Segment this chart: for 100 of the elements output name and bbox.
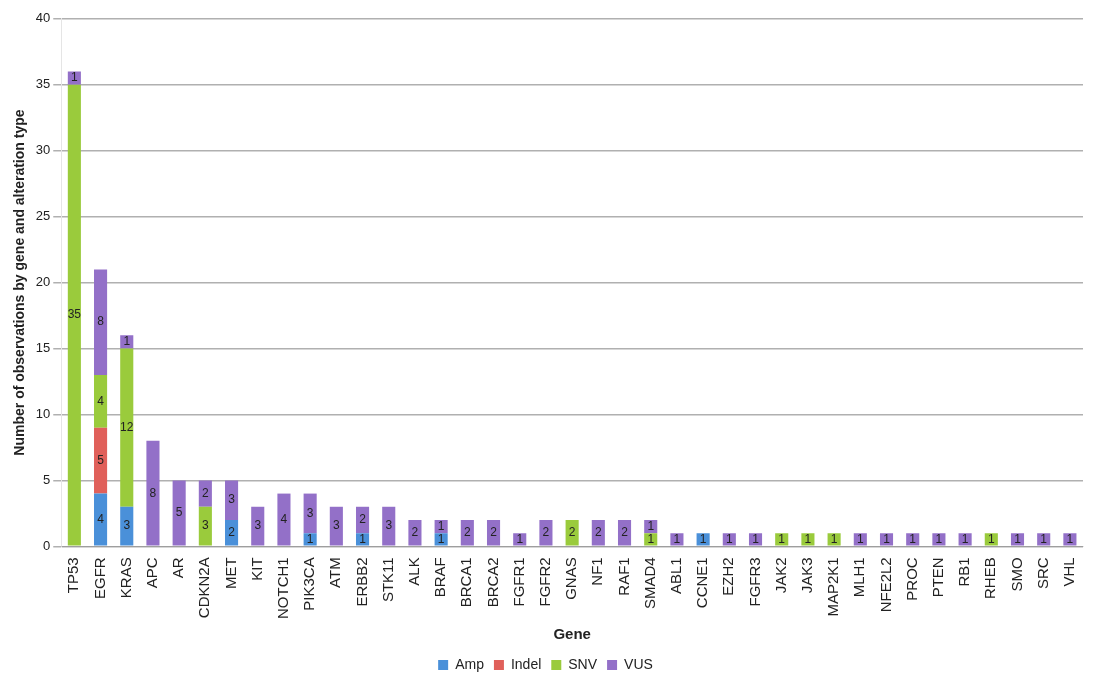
bar (94, 427, 108, 494)
bar (120, 506, 134, 546)
data-label: 1 (647, 531, 655, 546)
data-label: 1 (71, 70, 79, 85)
bar (460, 519, 474, 546)
bar (408, 519, 422, 546)
x-tick-label: RAF1 (614, 557, 632, 596)
x-tick-label: EZH2 (719, 557, 737, 596)
x-tick-label: MET (221, 557, 239, 589)
data-label: 1 (647, 518, 655, 533)
bar (94, 374, 108, 428)
bar (251, 506, 265, 546)
data-label: 12 (120, 419, 134, 434)
data-label: 3 (228, 492, 236, 507)
y-tick-label: 35 (35, 76, 51, 92)
data-label: 3 (254, 518, 262, 533)
data-label: 2 (411, 525, 419, 540)
y-tick-label: 25 (35, 208, 51, 224)
x-tick-label: BRCA2 (483, 557, 501, 608)
data-label: 3 (306, 505, 314, 520)
data-label: 1 (909, 531, 917, 546)
y-tick-label: 30 (35, 142, 51, 158)
x-tick-label: KIT (247, 557, 265, 581)
data-label: 1 (1040, 531, 1048, 546)
x-tick-label: CDKN2A (195, 557, 213, 619)
y-tick-label: 5 (43, 471, 51, 487)
data-label: 3 (385, 518, 393, 533)
data-label: 2 (463, 525, 471, 540)
data-label: 3 (333, 518, 340, 533)
bar (198, 480, 212, 507)
x-tick-label: AR (169, 557, 187, 579)
bar (539, 519, 553, 546)
bar (172, 480, 186, 546)
x-tick-label: ABL1 (667, 557, 685, 595)
bar (329, 506, 343, 546)
data-label: 1 (987, 531, 995, 546)
data-label: 35 (67, 307, 82, 322)
data-label: 4 (280, 511, 288, 526)
data-label: 3 (202, 518, 210, 533)
x-tick-label: PROC (902, 557, 920, 601)
x-tick-label: SRC (1033, 557, 1051, 589)
data-label: 2 (621, 525, 629, 540)
data-label: 1 (856, 531, 864, 546)
data-label: 5 (97, 452, 105, 467)
data-label: 1 (1066, 531, 1074, 546)
x-tick-label: STK11 (378, 557, 396, 603)
bar (565, 519, 579, 546)
data-label: 1 (804, 531, 812, 546)
data-label: 2 (542, 525, 550, 540)
legend-label: VUS (624, 655, 653, 672)
x-tick-label: JAK3 (798, 557, 816, 594)
data-label: 1 (883, 531, 891, 546)
data-label: 1 (725, 531, 733, 546)
data-label: 4 (97, 511, 105, 526)
data-label: 1 (123, 334, 131, 349)
x-tick-label: SMAD4 (640, 557, 658, 610)
bar (94, 493, 108, 546)
data-label: 2 (490, 525, 498, 540)
x-tick-label: FGFR3 (745, 557, 763, 607)
data-label: 1 (830, 531, 838, 546)
data-label: 2 (228, 525, 236, 540)
data-label: 5 (175, 505, 183, 520)
x-tick-label: NOTCH1 (274, 557, 292, 619)
data-label: 8 (149, 485, 157, 500)
x-axis-title: Gene (553, 625, 591, 643)
bar (617, 519, 632, 546)
x-tick-label: JAK2 (771, 557, 789, 594)
x-tick-label: BRAF (431, 557, 449, 598)
bar (591, 519, 605, 546)
x-tick-label: SMO (1007, 557, 1025, 592)
bar (303, 493, 317, 534)
legend-label: Indel (510, 655, 542, 672)
y-tick-label: 15 (35, 340, 51, 356)
data-label: 2 (568, 525, 576, 540)
data-label: 1 (516, 531, 524, 546)
data-label: 1 (673, 531, 681, 546)
bar (382, 506, 396, 546)
x-tick-label: CCNE1 (693, 557, 711, 609)
x-tick-label: KRAS (116, 557, 134, 599)
bar (486, 519, 501, 546)
data-label: 1 (306, 531, 314, 546)
bar (198, 506, 212, 546)
bar (146, 440, 160, 546)
x-tick-label: ATM (326, 557, 344, 588)
x-tick-label: TP53 (64, 557, 82, 594)
y-tick-label: 10 (35, 406, 51, 422)
data-label: 1 (935, 531, 943, 546)
y-tick-label: 40 (35, 10, 51, 26)
x-tick-label: FGFR1 (509, 557, 527, 607)
data-label: 8 (97, 314, 105, 329)
data-label: 1 (752, 531, 760, 546)
x-tick-label: MAP2K1 (824, 557, 842, 617)
y-axis-title: Number of observations by gene and alteration type (11, 109, 28, 456)
data-label: 3 (123, 518, 131, 533)
data-label: 1 (699, 531, 707, 546)
data-label: 1 (1014, 531, 1022, 546)
x-tick-label: FGFR2 (536, 557, 554, 607)
bar (225, 480, 239, 520)
x-tick-label: ERBB2 (352, 557, 370, 607)
y-tick-label: 20 (35, 274, 51, 290)
